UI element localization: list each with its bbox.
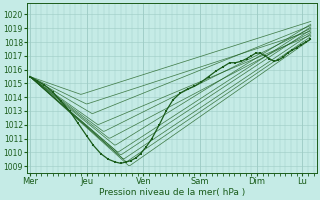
X-axis label: Pression niveau de la mer( hPa ): Pression niveau de la mer( hPa ) xyxy=(99,188,245,197)
